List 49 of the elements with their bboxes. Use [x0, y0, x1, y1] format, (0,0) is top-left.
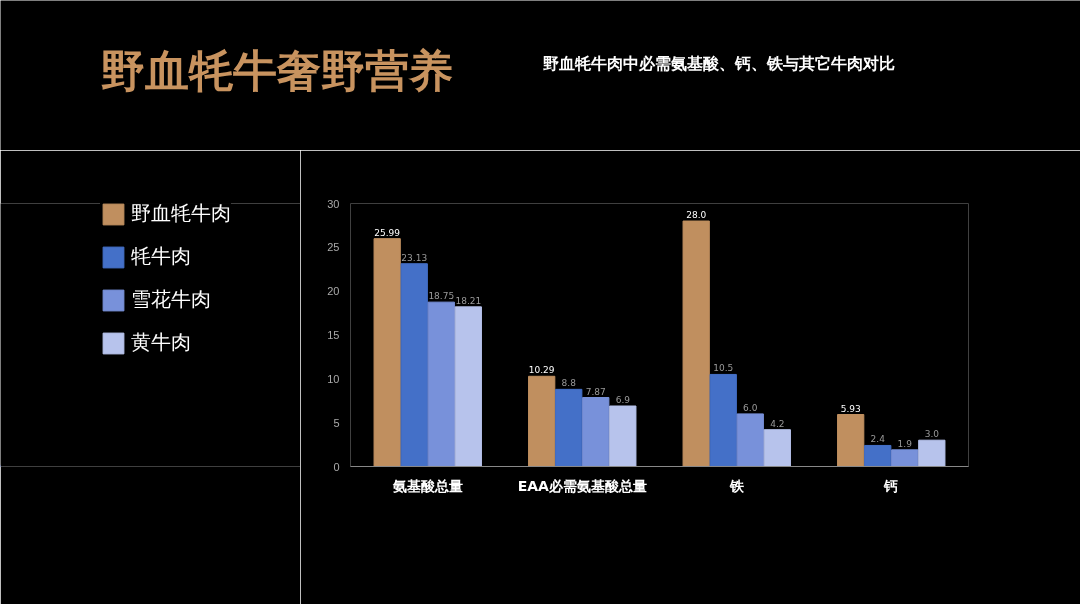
bar: [373, 238, 401, 467]
bar: [837, 414, 865, 467]
data-label: 8.8: [561, 378, 577, 389]
bar: [736, 413, 764, 467]
data-label: 10.5: [713, 363, 734, 374]
data-label: 1.9: [897, 438, 913, 449]
bar: [454, 306, 482, 467]
chart-title: 野血牦牛奢野营养: [100, 45, 453, 96]
bar: [427, 301, 455, 467]
data-label: 4.2: [770, 418, 785, 429]
x-tick-label: 氨基酸总量: [391, 477, 463, 494]
y-tick-label: 20: [327, 285, 340, 298]
data-label: 6.0: [743, 402, 758, 413]
y-tick-label: 0: [333, 460, 340, 473]
bar: [891, 449, 919, 467]
bar: [682, 220, 710, 467]
legend-label: 牦牛肉: [131, 243, 191, 270]
data-label: 23.13: [401, 252, 428, 263]
data-label: 3.0: [924, 429, 940, 440]
x-tick-label: EAA必需氨基酸总量: [517, 477, 647, 494]
y-tick-label: 30: [327, 197, 340, 210]
data-label: 18.75: [428, 291, 455, 302]
data-label: 28.0: [686, 210, 707, 221]
bar: [582, 397, 610, 467]
legend-label: 野血牦牛肉: [131, 202, 231, 227]
y-tick-label: 25: [327, 241, 340, 254]
x-tick-label: 铁: [728, 477, 745, 494]
bar: [555, 388, 583, 467]
bar: [528, 375, 556, 467]
data-label: 7.87: [585, 386, 606, 397]
bar: [609, 405, 637, 467]
y-tick-label: 5: [333, 416, 340, 429]
legend-label: 黄牛肉: [131, 329, 191, 356]
bar: [709, 373, 737, 467]
data-label: 18.21: [455, 295, 482, 306]
y-tick-label: 10: [327, 372, 340, 385]
data-label: 25.99: [374, 227, 401, 238]
bar: [918, 439, 946, 467]
bar: [864, 444, 892, 467]
data-label: 10.29: [528, 365, 555, 376]
legend-label: 雪花牛肉: [131, 286, 211, 313]
x-tick-label: 钙: [883, 477, 899, 494]
data-label: 5.93: [840, 403, 861, 414]
bar: [400, 263, 428, 467]
y-tick-label: 15: [327, 329, 340, 341]
chart-subtitle: 野血牦牛肉中必需氨基酸、钙、铁与其它牛肉对比: [542, 54, 895, 73]
data-label: 2.4: [870, 434, 886, 445]
data-label: 6.9: [615, 395, 631, 406]
bar: [763, 429, 791, 467]
